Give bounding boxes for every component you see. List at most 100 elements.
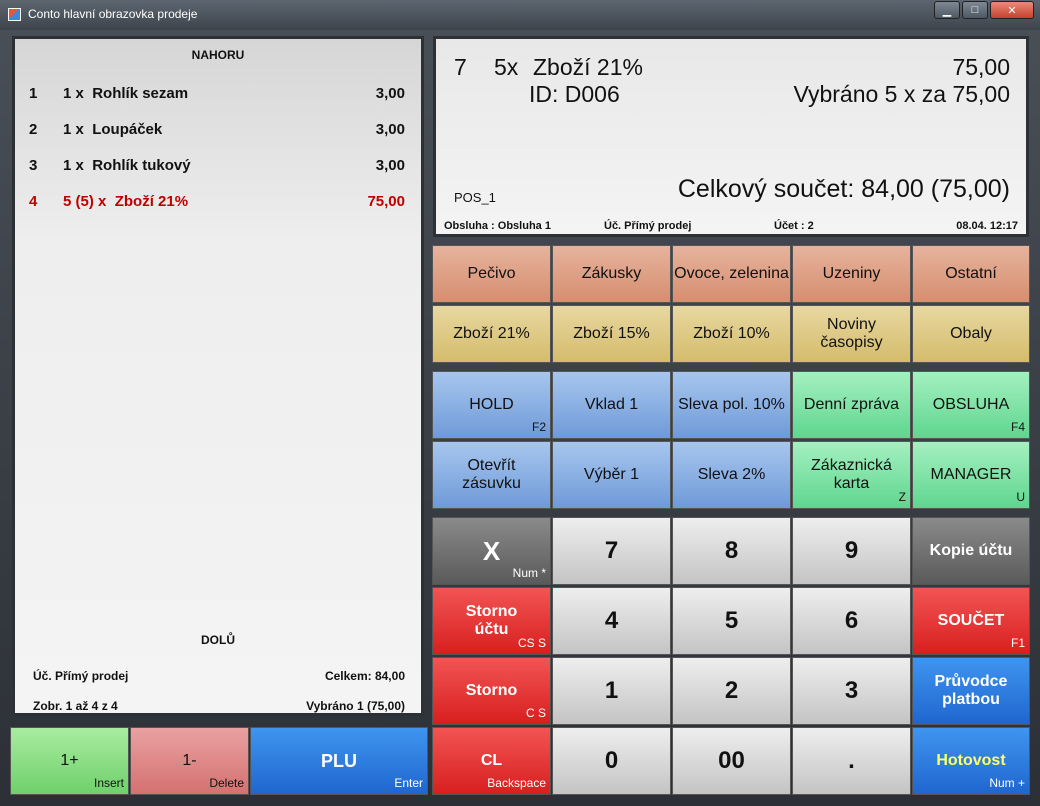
category-zbozi21-button[interactable]: Zboží 21%: [432, 305, 551, 363]
storno-bill-button[interactable]: Storno účtu CS S: [432, 587, 551, 655]
minimize-button[interactable]: ▁: [934, 1, 960, 19]
display-bill: Účet : 2: [774, 220, 814, 232]
app-icon: [8, 8, 21, 21]
key-0[interactable]: 0: [552, 727, 671, 795]
row-number: 2: [29, 121, 38, 138]
withdrawal-button[interactable]: Výběr 1: [552, 441, 671, 509]
category-zakusky-button[interactable]: Zákusky: [552, 245, 671, 303]
key-4[interactable]: 4: [552, 587, 671, 655]
scroll-down-button[interactable]: DOLŮ: [201, 633, 235, 647]
row-qty: 1 x: [63, 121, 84, 138]
discount-label: Sleva 2%: [697, 466, 766, 483]
key-7[interactable]: 7: [552, 517, 671, 585]
customer-card-label: Zákaznická karta: [811, 457, 892, 492]
receipt-row[interactable]: 2 1 x Loupáček 3,00: [29, 121, 405, 141]
copy-bill-button[interactable]: Kopie účtu: [912, 517, 1030, 585]
display-item: Zboží 21%: [533, 54, 643, 80]
display-price: 75,00: [952, 54, 1010, 80]
paging-info: Zobr. 1 až 4 z 4: [33, 699, 118, 713]
row-name: Loupáček: [92, 121, 163, 138]
customer-card-button[interactable]: Zákaznická karta Z: [792, 441, 911, 509]
storno-button[interactable]: Storno C S: [432, 657, 551, 725]
vklad-label: Vklad 1: [584, 396, 639, 413]
receipt-panel: NAHORU 1 1 x Rohlík sezam 3,00 2 1 x Lou…: [12, 36, 424, 716]
row-name: Rohlík sezam: [92, 85, 189, 102]
category-zbozi10-button[interactable]: Zboží 10%: [672, 305, 791, 363]
key-2[interactable]: 2: [672, 657, 791, 725]
increment-shortcut: Insert: [93, 776, 124, 790]
operator-button[interactable]: OBSLUHA F4: [912, 371, 1030, 439]
display-grand-total: Celkový součet: 84,00 (75,00): [677, 175, 1010, 203]
manager-button[interactable]: MANAGER U: [912, 441, 1030, 509]
payment-guide-button[interactable]: Průvodce platbou: [912, 657, 1030, 725]
receipt-row[interactable]: 1 1 x Rohlík sezam 3,00: [29, 85, 405, 105]
multiply-button[interactable]: X Num *: [432, 517, 551, 585]
hold-button[interactable]: HOLD F2: [432, 371, 551, 439]
operator-shortcut: F4: [1010, 420, 1025, 434]
category-obaly-button[interactable]: Obaly: [912, 305, 1030, 363]
category-ostatni-button[interactable]: Ostatní: [912, 245, 1030, 303]
row-name: Rohlík tukový: [92, 157, 191, 174]
decrement-label: 1-: [182, 752, 197, 769]
account-type: Úč. Přímý prodej: [33, 669, 129, 683]
display-account: Úč. Přímý prodej: [604, 220, 692, 232]
key-8[interactable]: 8: [672, 517, 791, 585]
display-picked: Vybráno 5 x za 75,00: [793, 81, 1010, 107]
key-9[interactable]: 9: [792, 517, 911, 585]
customer-card-shortcut: Z: [898, 490, 906, 504]
category-pecivo-button[interactable]: Pečivo: [432, 245, 551, 303]
display-operator: Obsluha : Obsluha 1: [444, 220, 551, 232]
row-price: 3,00: [375, 121, 405, 138]
key-1[interactable]: 1: [552, 657, 671, 725]
selected-info: Vybráno 1 (75,00): [306, 699, 405, 713]
open-drawer-label: Otevřít zásuvku: [462, 457, 521, 492]
display-qty: 5x: [494, 54, 519, 80]
item-discount-button[interactable]: Sleva pol. 10%: [672, 371, 791, 439]
multiply-label: X: [482, 536, 501, 566]
daily-report-button[interactable]: Denní zpráva: [792, 371, 911, 439]
key-00[interactable]: 00: [672, 727, 791, 795]
key-5[interactable]: 5: [672, 587, 791, 655]
receipt-row[interactable]: 3 1 x Rohlík tukový 3,00: [29, 157, 405, 177]
row-number: 4: [29, 193, 38, 210]
row-qty: 1 x: [63, 85, 84, 102]
daily-report-label: Denní zpráva: [803, 396, 900, 413]
row-name: Zboží 21%: [114, 193, 189, 210]
cash-shortcut: Num +: [989, 776, 1025, 790]
hold-label: HOLD: [469, 396, 514, 413]
vklad-button[interactable]: Vklad 1: [552, 371, 671, 439]
sum-shortcut: F1: [1010, 636, 1025, 650]
clear-shortcut: Backspace: [487, 776, 546, 790]
key-3[interactable]: 3: [792, 657, 911, 725]
category-noviny-button[interactable]: Noviny časopisy: [792, 305, 911, 363]
decrement-button[interactable]: 1- Delete: [130, 727, 249, 795]
clear-button[interactable]: CL Backspace: [432, 727, 551, 795]
category-zbozi15-button[interactable]: Zboží 15%: [552, 305, 671, 363]
scroll-up-button[interactable]: NAHORU: [191, 48, 245, 62]
row-price: 75,00: [367, 193, 405, 210]
row-number: 1: [29, 85, 38, 102]
plu-label: PLU: [321, 751, 357, 771]
discount-button[interactable]: Sleva 2%: [672, 441, 791, 509]
decrement-shortcut: Delete: [209, 776, 244, 790]
category-ovoce-button[interactable]: Ovoce, zelenina: [672, 245, 791, 303]
manager-label: MANAGER: [930, 466, 1012, 483]
open-drawer-button[interactable]: Otevřít zásuvku: [432, 441, 551, 509]
storno-bill-label: Storno účtu: [465, 603, 518, 638]
customer-display: 7 5x Zboží 21% 75,00 ID: D006 Vybráno 5 …: [433, 36, 1029, 237]
display-datetime: 08.04. 12:17: [956, 220, 1018, 232]
sum-label: SOUČET: [937, 612, 1005, 629]
receipt-row-selected[interactable]: 4 5 (5) x Zboží 21% 75,00: [29, 193, 405, 213]
display-item-id: ID: D006: [529, 81, 620, 107]
sum-button[interactable]: SOUČET F1: [912, 587, 1030, 655]
close-button[interactable]: ✕: [990, 1, 1034, 19]
cash-button[interactable]: Hotovost Num +: [912, 727, 1030, 795]
plu-shortcut: Enter: [394, 776, 423, 790]
category-uzeniny-button[interactable]: Uzeniny: [792, 245, 911, 303]
window-title: Conto hlavní obrazovka prodeje: [28, 7, 198, 21]
increment-button[interactable]: 1+ Insert: [10, 727, 129, 795]
maximize-button[interactable]: □: [962, 1, 988, 19]
key-dot[interactable]: .: [792, 727, 911, 795]
key-6[interactable]: 6: [792, 587, 911, 655]
plu-button[interactable]: PLU Enter: [250, 727, 428, 795]
